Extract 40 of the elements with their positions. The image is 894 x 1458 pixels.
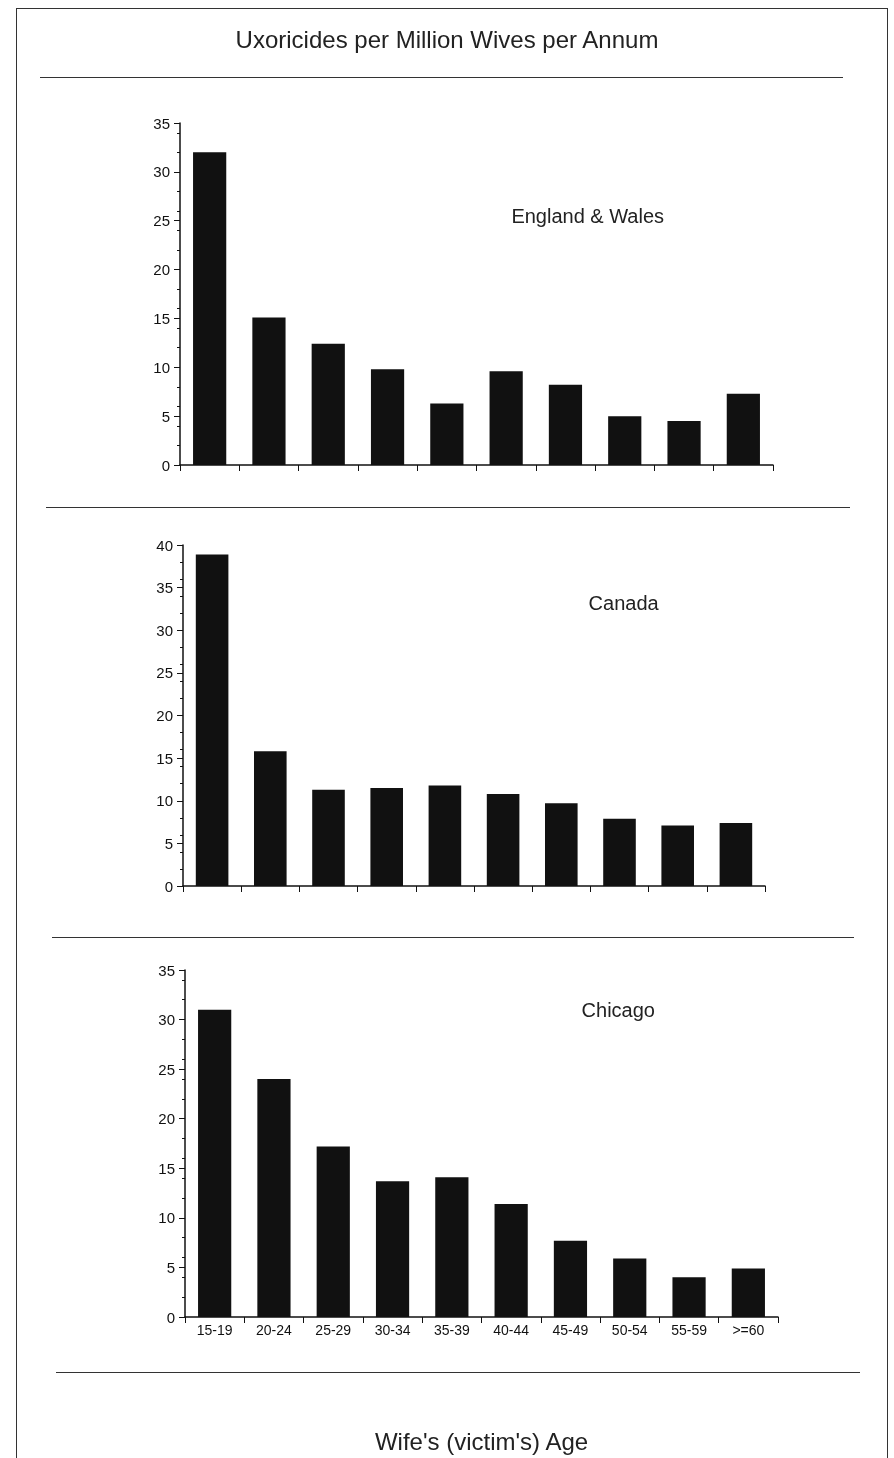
x-tick-label: 20-24: [256, 1322, 293, 1338]
y-tick-label: 10: [156, 792, 173, 810]
chart-title: Uxoricides per Million Wives per Annum: [235, 25, 659, 53]
y-tick-label: 25: [156, 664, 173, 682]
y-tick-label: 5: [166, 1258, 175, 1276]
x-tick-label: 40-44: [493, 1322, 530, 1338]
y-tick-label: 20: [158, 1110, 175, 1128]
x-tick-label: 45-49: [552, 1322, 589, 1338]
y-tick-label: 30: [156, 621, 173, 639]
y-tick-label: 35: [158, 961, 175, 979]
y-tick-label: 20: [156, 707, 173, 724]
x-tick-label: 35-39: [433, 1322, 470, 1338]
x-axis-title: Wife's (victim's) Age: [374, 1427, 589, 1455]
y-tick-label: 30: [153, 163, 170, 181]
text: Chicago: [581, 999, 655, 1021]
x-tick-label: 15-19: [196, 1322, 233, 1338]
y-tick-label: 30: [158, 1011, 175, 1029]
text: England & Wales: [511, 205, 665, 227]
y-tick-label: 40: [156, 536, 173, 554]
y-tick-label: 35: [153, 114, 170, 132]
y-tick-label: 10: [158, 1209, 175, 1227]
y-tick-label: 15: [158, 1159, 175, 1177]
y-tick-label: 25: [153, 212, 170, 230]
y-tick-label: 5: [164, 834, 173, 852]
x-tick-label: 50-54: [611, 1322, 648, 1338]
y-tick-label: 0: [164, 877, 173, 895]
y-tick-label: 0: [166, 1308, 175, 1326]
x-tick-label: 55-59: [671, 1322, 708, 1338]
x-tick-label: 25-29: [315, 1322, 352, 1338]
y-tick-label: 15: [153, 309, 170, 327]
y-tick-label: 20: [153, 261, 170, 279]
y-tick-label: 25: [158, 1060, 175, 1078]
text: Canada: [588, 592, 660, 614]
y-tick-label: 0: [161, 456, 170, 474]
y-tick-label: 5: [161, 407, 170, 425]
x-tick-label: 30-34: [374, 1322, 411, 1338]
y-tick-label: 10: [153, 358, 170, 376]
x-tick-label: >=60: [732, 1322, 765, 1338]
y-tick-label: 35: [156, 579, 173, 597]
y-tick-label: 15: [156, 749, 173, 767]
